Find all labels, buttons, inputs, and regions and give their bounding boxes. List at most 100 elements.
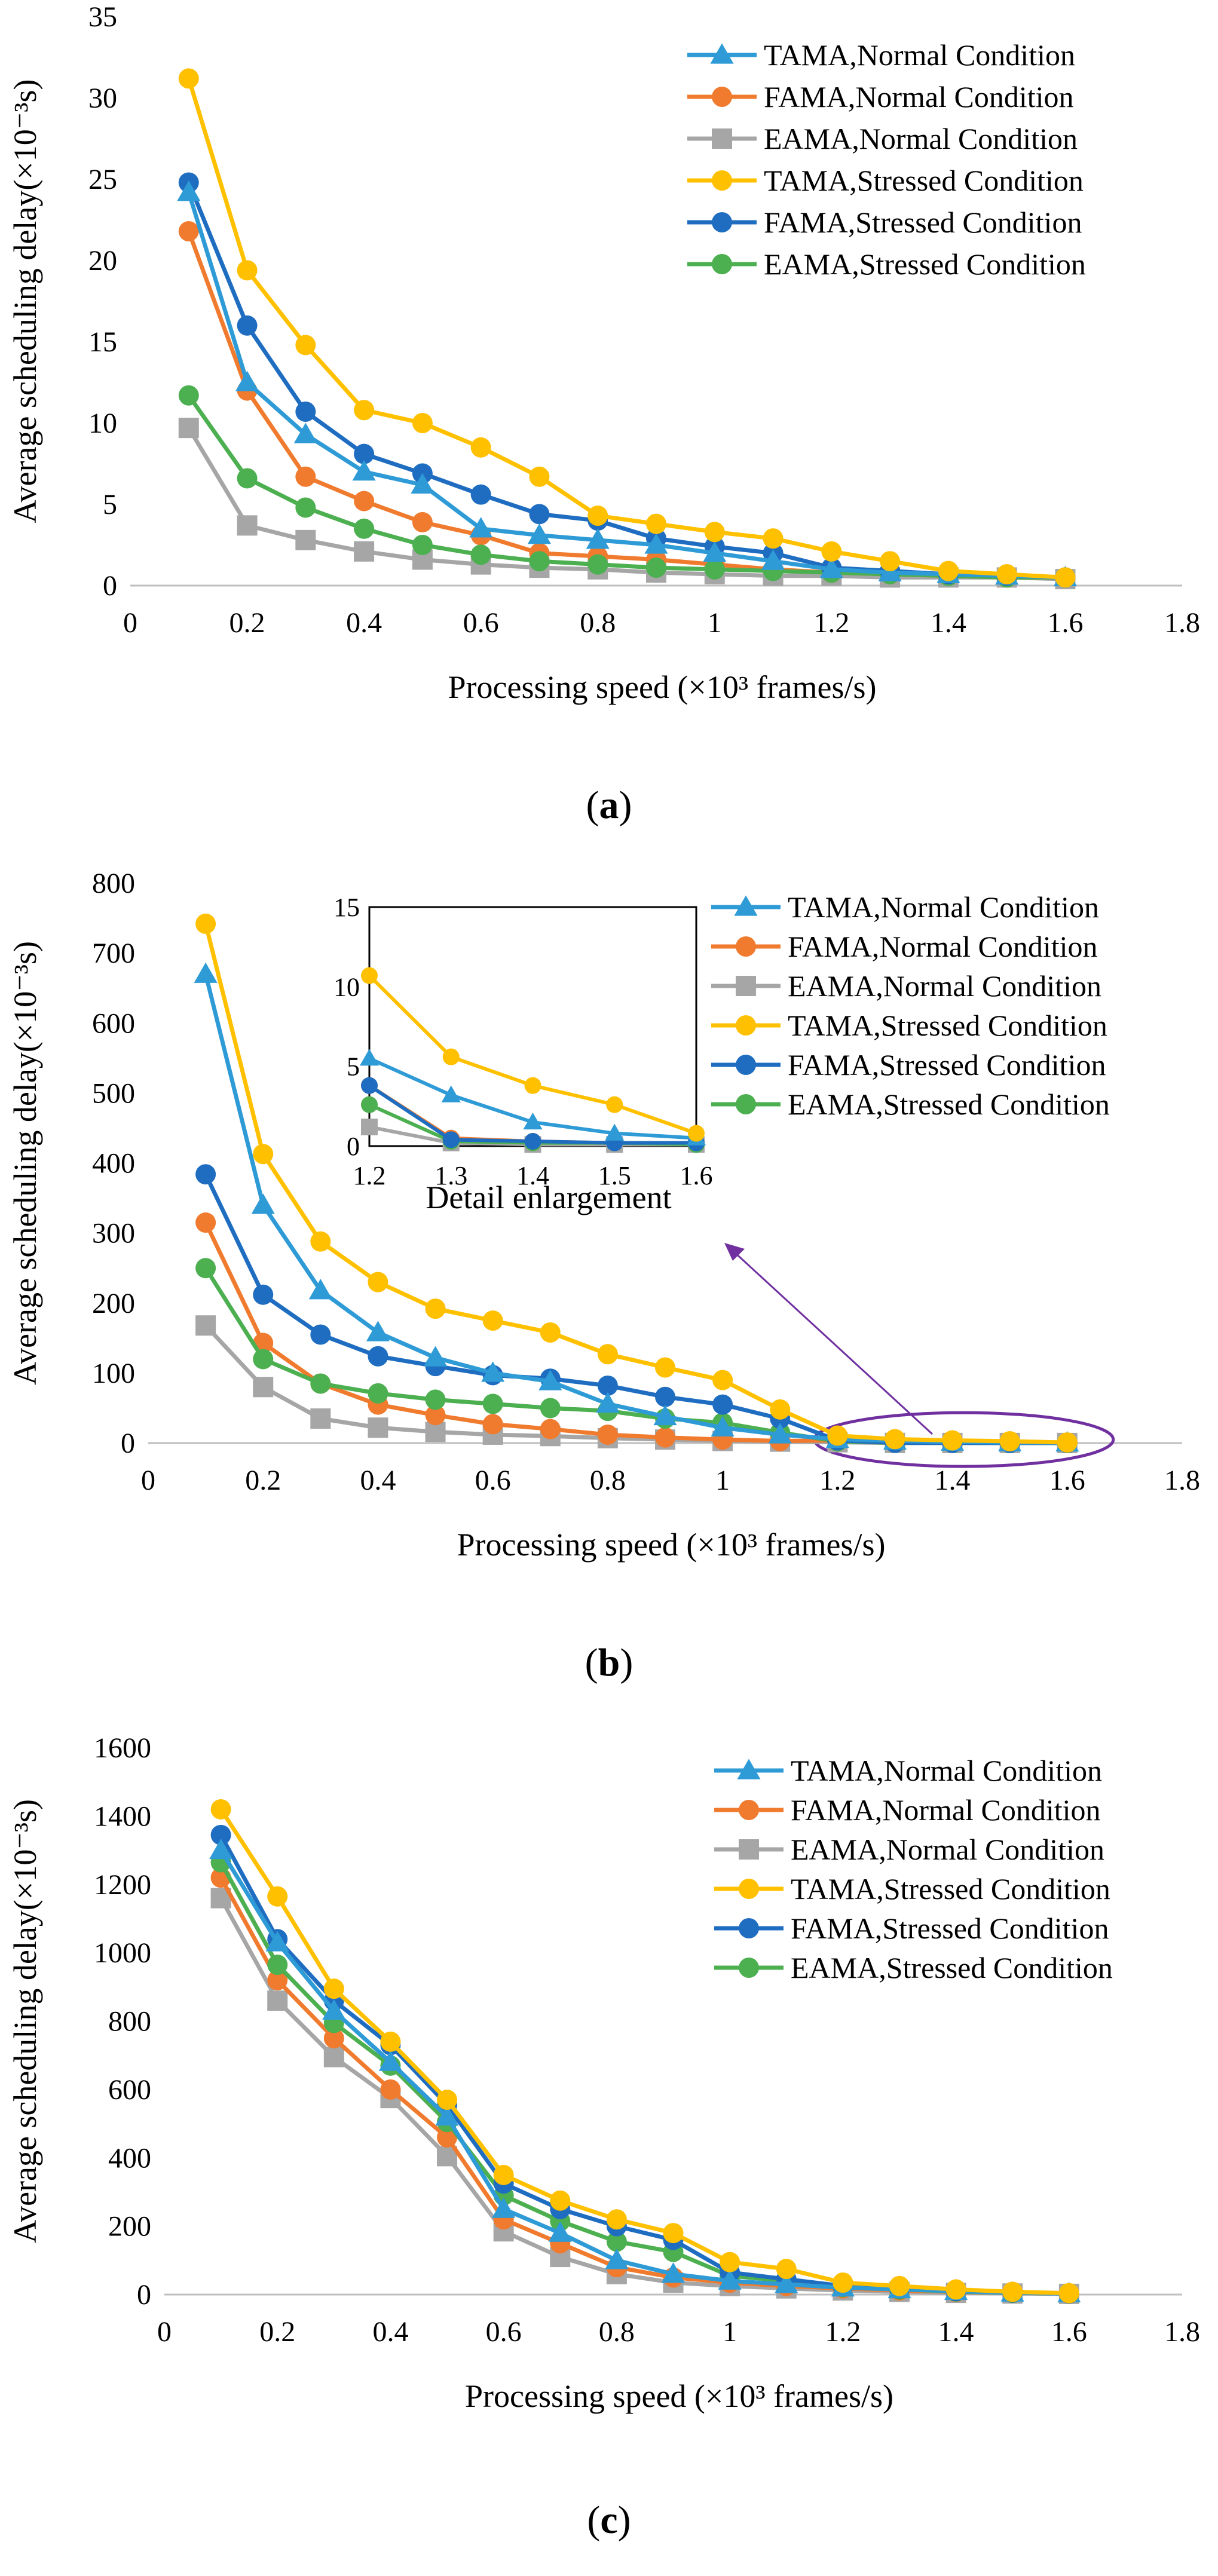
marker-fama-normal-condition — [425, 1405, 446, 1426]
y-tick-label: 100 — [92, 1358, 135, 1389]
marker-tama-stressed-condition — [945, 2279, 966, 2300]
marker-tama-stressed-condition — [470, 437, 491, 458]
marker-tama-normal-condition — [265, 1931, 289, 1952]
x-tick-label: 0.8 — [580, 607, 616, 639]
marker-eama-stressed-condition — [587, 554, 608, 575]
marker-tama-normal-condition — [308, 1279, 332, 1300]
x-tick-label: 1.4 — [938, 2316, 974, 2348]
inset-marker-tama-stressed-condition — [688, 1125, 705, 1142]
y-axis-label: Average scheduling delay(×10⁻³s) — [7, 941, 43, 1385]
y-tick-label: 300 — [92, 1218, 135, 1249]
marker-fama-stressed-condition — [470, 484, 491, 505]
marker-tama-stressed-condition — [253, 1144, 274, 1165]
marker-tama-normal-condition — [644, 533, 668, 554]
marker-tama-stressed-condition — [210, 1799, 231, 1820]
marker-tama-normal-condition — [605, 2249, 629, 2269]
marker-tama-stressed-condition — [606, 2209, 627, 2230]
marker-eama-stressed-condition — [354, 518, 375, 539]
legend-label-eama-normal-condition: EAMA,Normal Condition — [791, 1833, 1104, 1866]
x-tick-label: 0.4 — [372, 2316, 408, 2348]
legend-label-fama-normal-condition: FAMA,Normal Condition — [791, 1793, 1101, 1827]
marker-eama-normal-condition — [195, 1315, 216, 1336]
marker-tama-stressed-condition — [310, 1231, 331, 1252]
x-tick-label: 1.8 — [1164, 1465, 1200, 1496]
inset-y-tick-label: 10 — [333, 972, 360, 1001]
marker-eama-stressed-condition — [482, 1393, 503, 1414]
series-line-eama-normal-condition — [186, 427, 1066, 581]
inset-marker-fama-stressed-condition — [524, 1133, 541, 1150]
marker-fama-stressed-condition — [529, 504, 550, 525]
legend-label-fama-stressed-condition: FAMA,Stressed Condition — [788, 1048, 1106, 1082]
x-tick-label: 1.8 — [1164, 2316, 1200, 2348]
inset-marker-tama-stressed-condition — [442, 1048, 460, 1065]
y-tick-label: 800 — [108, 2006, 151, 2038]
marker-tama-stressed-condition — [704, 522, 725, 543]
y-tick-label: 30 — [88, 82, 117, 114]
inset-marker-eama-stressed-condition — [361, 1096, 378, 1113]
marker-tama-stressed-condition — [885, 1429, 905, 1450]
y-tick-label: 10 — [88, 408, 117, 439]
marker-tama-stressed-condition — [178, 68, 199, 89]
marker-fama-stressed-condition — [597, 1375, 618, 1396]
y-tick-label: 0 — [103, 570, 117, 602]
marker-tama-stressed-condition — [295, 335, 316, 356]
marker-eama-normal-condition — [295, 529, 316, 550]
marker-tama-stressed-condition — [587, 506, 608, 526]
marker-fama-stressed-condition — [210, 1824, 231, 1845]
marker-tama-normal-condition — [775, 2272, 798, 2293]
marker-tama-stressed-condition — [720, 2252, 740, 2272]
y-tick-label: 400 — [108, 2142, 151, 2174]
x-tick-label: 0.4 — [360, 1465, 396, 1496]
marker-tama-stressed-condition — [996, 563, 1017, 584]
y-tick-label: 20 — [88, 245, 117, 277]
marker-fama-normal-condition — [323, 2028, 344, 2049]
marker-tama-stressed-condition — [323, 1978, 344, 1999]
marker-tama-stressed-condition — [380, 2031, 401, 2052]
series-line-tama-stressed-condition — [203, 923, 1067, 1445]
x-tick-label: 0.2 — [259, 2316, 295, 2348]
marker-tama-normal-condition — [194, 962, 218, 983]
x-axis-label: Processing speed (×10³ frames/s) — [465, 2378, 893, 2414]
x-tick-label: 0.8 — [590, 1465, 626, 1496]
inset-marker-fama-stressed-condition — [442, 1131, 460, 1148]
marker-fama-normal-condition — [267, 1969, 288, 1990]
marker-eama-stressed-condition — [529, 551, 550, 572]
marker-tama-stressed-condition — [529, 466, 550, 487]
marker-tama-normal-condition — [768, 1423, 792, 1444]
marker-tama-normal-condition — [711, 1416, 735, 1436]
marker-tama-normal-condition — [703, 541, 727, 562]
marker-fama-stressed-condition — [712, 1394, 733, 1415]
legend-label-eama-stressed-condition: EAMA,Stressed Condition — [791, 1951, 1113, 1984]
x-tick-label: 0.6 — [475, 1465, 511, 1496]
marker-fama-stressed-condition — [253, 1284, 274, 1305]
marker-eama-normal-condition — [368, 1417, 388, 1438]
y-tick-label: 1200 — [94, 1869, 151, 1901]
marker-eama-normal-condition — [253, 1377, 274, 1398]
marker-tama-stressed-condition — [437, 2090, 458, 2111]
annotation-arrow-head — [724, 1243, 745, 1261]
marker-tama-normal-condition — [596, 1392, 620, 1413]
marker-eama-stressed-condition — [425, 1389, 446, 1410]
x-tick-label: 0.6 — [463, 607, 499, 639]
y-tick-label: 15 — [88, 326, 117, 358]
legend-marker-tama-stressed-condition — [739, 1879, 759, 1899]
x-tick-label: 1.4 — [931, 607, 966, 639]
marker-eama-stressed-condition — [368, 1383, 388, 1404]
marker-fama-stressed-condition — [368, 1346, 388, 1367]
x-tick-label: 1 — [708, 607, 722, 639]
marker-tama-stressed-condition — [540, 1322, 561, 1343]
marker-tama-stressed-condition — [938, 560, 959, 581]
marker-tama-stressed-condition — [1002, 2281, 1023, 2302]
panel-label-c: (c) — [587, 2498, 631, 2542]
legend-marker-tama-stressed-condition — [736, 1015, 756, 1036]
marker-eama-stressed-condition — [310, 1373, 331, 1394]
x-tick-label: 0 — [157, 2316, 172, 2348]
legend-marker-tama-stressed-condition — [712, 170, 732, 191]
marker-tama-normal-condition — [209, 1839, 233, 1860]
y-tick-label: 0 — [121, 1428, 135, 1459]
x-tick-label: 0.4 — [346, 607, 382, 639]
marker-tama-stressed-condition — [776, 2259, 797, 2280]
marker-tama-stressed-condition — [646, 513, 666, 534]
legend-marker-tama-normal-condition — [734, 895, 758, 916]
